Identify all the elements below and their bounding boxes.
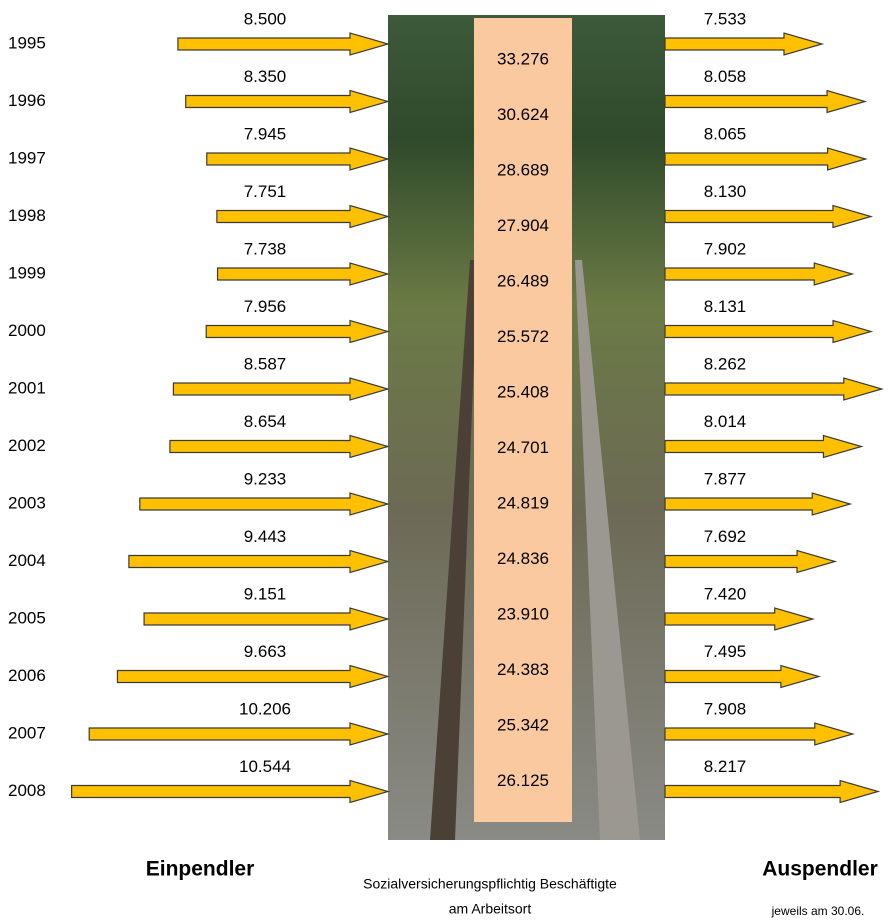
value-label: 8.131 bbox=[704, 297, 747, 316]
value-label: 9.663 bbox=[244, 642, 287, 661]
year-label: 1997 bbox=[8, 148, 46, 167]
arrow bbox=[88, 722, 391, 746]
value-label: 7.751 bbox=[244, 182, 287, 201]
arrow bbox=[139, 492, 391, 516]
arrow bbox=[216, 204, 391, 229]
year-label: 1995 bbox=[8, 33, 46, 52]
value-label: 25.342 bbox=[497, 715, 549, 734]
value-label: 7.738 bbox=[244, 239, 287, 258]
value-label: 8.262 bbox=[704, 354, 747, 373]
arrow bbox=[206, 147, 391, 171]
year-label: 2006 bbox=[8, 666, 46, 685]
year-label: 2007 bbox=[8, 723, 46, 742]
arrow bbox=[664, 319, 874, 344]
value-label: 8.587 bbox=[244, 354, 287, 373]
arrow bbox=[71, 779, 391, 804]
value-label: 8.130 bbox=[704, 182, 747, 201]
arrow bbox=[128, 549, 391, 574]
arrow bbox=[664, 377, 884, 401]
arrow bbox=[664, 147, 868, 171]
value-label: 8.014 bbox=[704, 412, 747, 431]
value-label: 30.624 bbox=[497, 105, 549, 124]
value-label: 24.836 bbox=[497, 549, 549, 568]
arrow bbox=[185, 89, 391, 114]
arrow bbox=[664, 549, 838, 574]
arrow bbox=[664, 779, 881, 804]
series-label: Sozialversicherungspflichtig Beschäftigt… bbox=[363, 876, 617, 892]
year-label: 1999 bbox=[8, 263, 46, 282]
value-label: 7.908 bbox=[704, 699, 747, 718]
value-label: 24.383 bbox=[497, 660, 549, 679]
arrow bbox=[664, 722, 855, 746]
value-label: 26.125 bbox=[497, 771, 549, 790]
value-label: 33.276 bbox=[497, 49, 549, 68]
arrow bbox=[664, 89, 868, 114]
value-label: 25.572 bbox=[497, 327, 549, 346]
value-label: 25.408 bbox=[497, 382, 549, 401]
employee-column bbox=[474, 18, 572, 822]
year-label: 2008 bbox=[8, 781, 46, 800]
series-label: Einpendler bbox=[146, 858, 255, 881]
value-label: 9.151 bbox=[244, 584, 287, 603]
arrow bbox=[664, 32, 825, 56]
value-label: 24.819 bbox=[497, 493, 549, 512]
arrow bbox=[143, 607, 391, 631]
value-label: 10.544 bbox=[239, 757, 291, 776]
arrow bbox=[664, 434, 864, 459]
arrow bbox=[205, 319, 391, 344]
arrow bbox=[664, 664, 822, 689]
value-label: 7.902 bbox=[704, 239, 747, 258]
year-label: 2003 bbox=[8, 493, 46, 512]
value-label: 27.904 bbox=[497, 216, 549, 235]
value-label: 8.058 bbox=[704, 67, 747, 86]
value-label: 7.692 bbox=[704, 527, 747, 546]
value-label: 28.689 bbox=[497, 160, 549, 179]
note: jeweils am 30.06. bbox=[771, 904, 865, 918]
year-label: 2004 bbox=[8, 551, 46, 570]
arrow bbox=[169, 434, 391, 459]
year-label: 2001 bbox=[8, 378, 46, 397]
value-label: 8.654 bbox=[244, 412, 287, 431]
year-label: 1998 bbox=[8, 206, 46, 225]
value-label: 24.701 bbox=[497, 438, 549, 457]
value-label: 9.443 bbox=[244, 527, 287, 546]
series-label: Auspendler bbox=[762, 858, 878, 881]
year-label: 2005 bbox=[8, 608, 46, 627]
rail bbox=[430, 260, 478, 840]
arrow bbox=[172, 377, 391, 401]
value-label: 8.350 bbox=[244, 67, 287, 86]
value-label: 9.233 bbox=[244, 469, 287, 488]
value-label: 7.877 bbox=[704, 469, 747, 488]
value-label: 8.065 bbox=[704, 124, 747, 143]
arrow bbox=[177, 32, 391, 56]
value-label: 8.217 bbox=[704, 757, 747, 776]
value-label: 10.206 bbox=[239, 699, 291, 718]
value-label: 23.910 bbox=[497, 604, 549, 623]
arrow bbox=[664, 607, 815, 631]
value-label: 7.420 bbox=[704, 584, 747, 603]
year-label: 1996 bbox=[8, 91, 46, 110]
value-label: 7.495 bbox=[704, 642, 747, 661]
year-label: 2000 bbox=[8, 321, 46, 340]
value-label: 8.500 bbox=[244, 9, 287, 28]
value-label: 26.489 bbox=[497, 271, 549, 290]
arrow bbox=[116, 664, 391, 689]
year-label: 2002 bbox=[8, 436, 46, 455]
value-label: 7.945 bbox=[244, 124, 287, 143]
value-label: 7.956 bbox=[244, 297, 287, 316]
rail bbox=[575, 260, 640, 840]
value-label: 7.533 bbox=[704, 9, 747, 28]
subtitle: am Arbeitsort bbox=[449, 901, 532, 917]
arrow bbox=[664, 204, 874, 229]
arrow bbox=[216, 262, 391, 286]
arrow bbox=[664, 492, 853, 516]
arrow bbox=[664, 262, 855, 286]
